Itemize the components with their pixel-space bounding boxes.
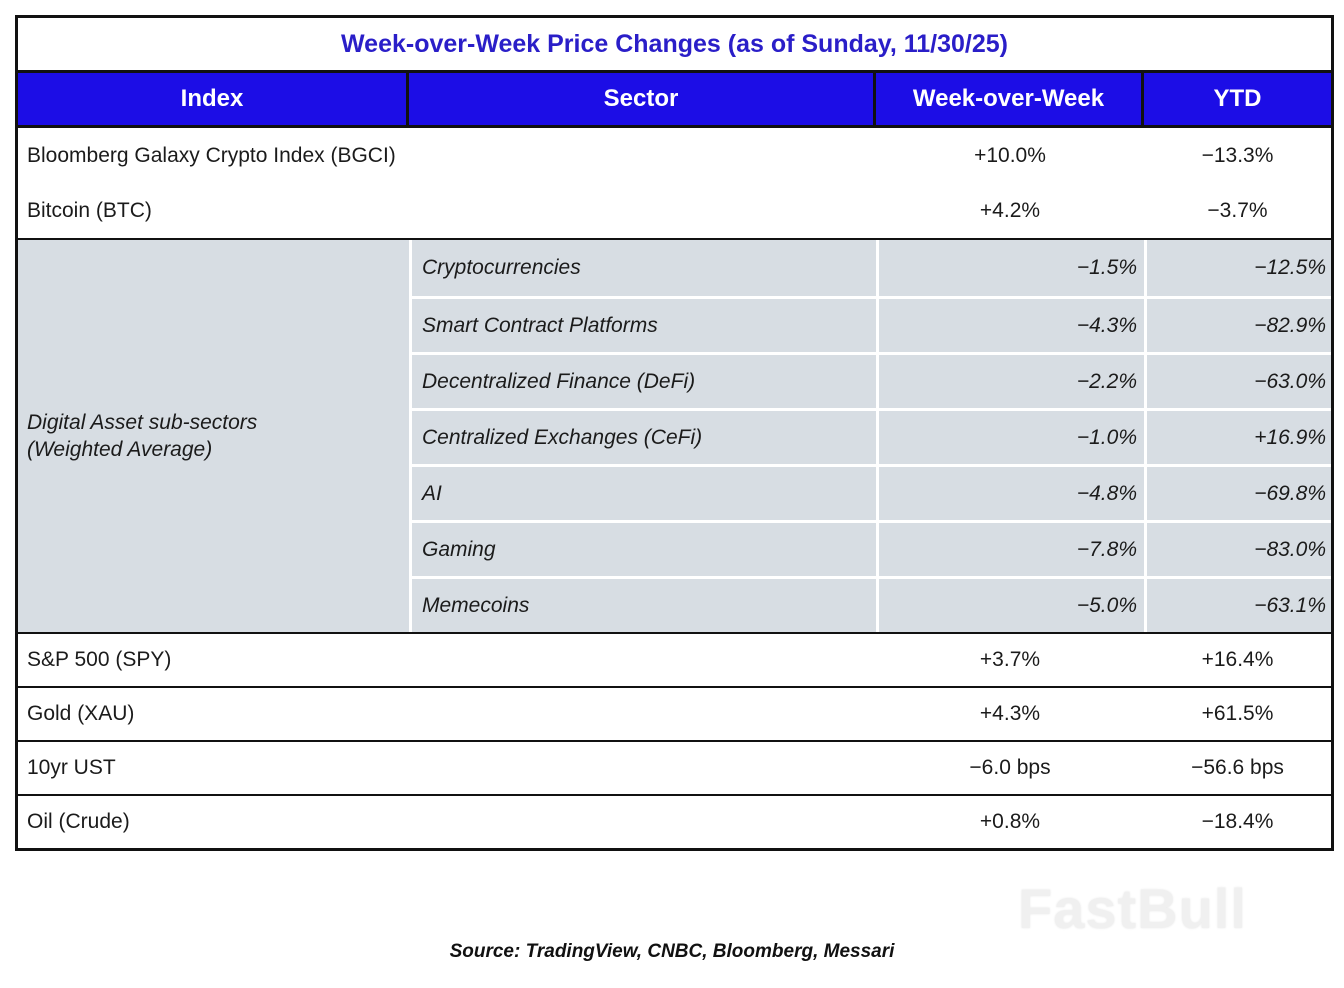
table-row-oil: Oil (Crude) +0.8% −18.4% <box>18 794 1331 848</box>
ytd-value: −83.0% <box>1144 523 1331 576</box>
wow-value: +4.2% <box>979 198 1041 222</box>
table-row-btc: Bitcoin (BTC) +4.2% −3.7% <box>18 183 1331 238</box>
index-cell: S&P 500 (SPY) <box>27 648 172 671</box>
digital-asset-subsection: Digital Asset sub-sectors (Weighted Aver… <box>18 238 1331 632</box>
index-cell: Gold (XAU) <box>27 702 135 725</box>
sector-cell: Smart Contract Platforms <box>409 299 876 352</box>
wow-value: −4.3% <box>876 299 1144 352</box>
wow-value: −2.2% <box>876 355 1144 408</box>
bottom-rows: S&P 500 (SPY) +3.7% +16.4% Gold (XAU) +4… <box>18 632 1331 848</box>
source-caption: Source: TradingView, CNBC, Bloomberg, Me… <box>449 941 895 962</box>
wow-value: +3.7% <box>979 648 1041 671</box>
index-cell: 10yr UST <box>27 756 116 779</box>
wow-value: +10.0% <box>974 143 1046 167</box>
subsection-row-cryptocurrencies: Cryptocurrencies −1.5% −12.5% <box>409 240 1331 296</box>
ytd-value: −12.5% <box>1144 240 1331 296</box>
ytd-value: +16.4% <box>1201 648 1274 671</box>
subsection-row-defi: Decentralized Finance (DeFi) −2.2% −63.0… <box>409 352 1331 408</box>
header-row: Index Sector Week-over-Week YTD <box>18 70 1331 128</box>
ytd-value: +16.9% <box>1144 411 1331 464</box>
ytd-value: −13.3% <box>1201 143 1274 167</box>
wow-value: −7.8% <box>876 523 1144 576</box>
header-cell-sector: Sector <box>409 73 876 125</box>
wow-value: −4.8% <box>876 467 1144 520</box>
table-row-10yr-ust: 10yr UST −6.0 bps −56.6 bps <box>18 740 1331 794</box>
subsection-label: Digital Asset sub-sectors (Weighted Aver… <box>18 240 409 632</box>
table-title: Week-over-Week Price Changes (as of Sund… <box>18 18 1331 70</box>
table-row-gold: Gold (XAU) +4.3% +61.5% <box>18 686 1331 740</box>
index-cell: Bloomberg Galaxy Crypto Index (BGCI) <box>27 143 396 167</box>
ytd-value: −3.7% <box>1207 198 1268 222</box>
subsection-row-cefi: Centralized Exchanges (CeFi) −1.0% +16.9… <box>409 408 1331 464</box>
header-cell-index: Index <box>18 73 409 125</box>
ytd-value: −56.6 bps <box>1191 756 1284 779</box>
sector-cell: Gaming <box>409 523 876 576</box>
header-cell-ytd: YTD <box>1213 85 1262 112</box>
ytd-value: −69.8% <box>1144 467 1331 520</box>
wow-value: +0.8% <box>979 810 1041 833</box>
ytd-value: +61.5% <box>1201 702 1274 725</box>
sector-cell: AI <box>409 467 876 520</box>
subsection-rows: Cryptocurrencies −1.5% −12.5% Smart Cont… <box>409 240 1331 632</box>
subsection-row-smart-contracts: Smart Contract Platforms −4.3% −82.9% <box>409 296 1331 352</box>
wow-value: −6.0 bps <box>969 756 1051 779</box>
wow-value: −1.0% <box>876 411 1144 464</box>
ytd-value: −18.4% <box>1201 810 1274 833</box>
table-row-bgci: Bloomberg Galaxy Crypto Index (BGCI) +10… <box>18 128 1331 183</box>
price-table: Week-over-Week Price Changes (as of Sund… <box>15 15 1334 851</box>
subsection-label-line1: Digital Asset sub-sectors <box>27 410 258 434</box>
sector-cell: Memecoins <box>409 579 876 632</box>
subsection-label-line2: (Weighted Average) <box>27 438 213 461</box>
table-row-spy: S&P 500 (SPY) +3.7% +16.4% <box>18 632 1331 686</box>
ytd-value: −63.0% <box>1144 355 1331 408</box>
wow-value: +4.3% <box>979 702 1041 725</box>
subsection-row-memecoins: Memecoins −5.0% −63.1% <box>409 576 1331 632</box>
ytd-value: −82.9% <box>1144 299 1331 352</box>
wow-value: −1.5% <box>876 240 1144 296</box>
index-cell: Oil (Crude) <box>27 810 130 833</box>
sector-cell: Decentralized Finance (DeFi) <box>409 355 876 408</box>
subsection-row-ai: AI −4.8% −69.8% <box>409 464 1331 520</box>
subsection-row-gaming: Gaming −7.8% −83.0% <box>409 520 1331 576</box>
sector-cell: Centralized Exchanges (CeFi) <box>409 411 876 464</box>
index-cell: Bitcoin (BTC) <box>27 198 152 222</box>
header-cell-wow: Week-over-Week <box>876 73 1144 125</box>
ytd-value: −63.1% <box>1144 579 1331 632</box>
wow-value: −5.0% <box>876 579 1144 632</box>
sector-cell: Cryptocurrencies <box>409 240 876 296</box>
fastbull-watermark: FastBull <box>1018 877 1247 940</box>
